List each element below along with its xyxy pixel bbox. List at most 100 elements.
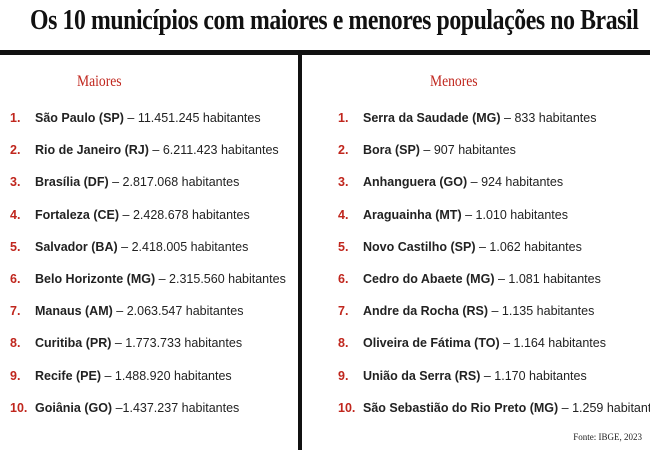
separator: – xyxy=(558,400,573,415)
list-item: 9. Recife (PE) – 1.488.920 habitantes xyxy=(10,367,286,399)
municipality-name: Rio de Janeiro (RJ) xyxy=(35,143,149,158)
municipality-name: Araguainha (MT) xyxy=(363,207,462,222)
municipality-name: Brasília (DF) xyxy=(35,175,109,190)
separator: – xyxy=(500,111,515,125)
population-value: 907 habitantes xyxy=(433,143,516,158)
population-value: 1.010 habitantes xyxy=(475,207,568,222)
population-value: 1.259 habitantes xyxy=(572,400,650,415)
rank-number: 7. xyxy=(10,304,21,319)
population-value: 2.315.560 habitantes xyxy=(169,271,286,286)
separator: – xyxy=(419,143,434,158)
list-item: 3. Brasília (DF) – 2.817.068 habitantes xyxy=(10,173,286,205)
column-divider xyxy=(298,55,302,450)
municipality-name: Goiânia (GO) xyxy=(35,400,113,415)
separator: – xyxy=(101,368,115,383)
rank-number: 2. xyxy=(338,143,349,158)
municipality-name: Fortaleza (CE) xyxy=(35,207,120,222)
municipality-name: São Paulo (SP) xyxy=(35,111,124,125)
rank-number: 8. xyxy=(10,336,21,351)
list-item: 5. Novo Castilho (SP) – 1.062 habitantes xyxy=(338,238,650,270)
separator: – xyxy=(112,400,123,415)
rank-number: 1. xyxy=(338,111,349,125)
separator: – xyxy=(111,336,126,351)
menores-list: 1. Serra da Saudade (MG) – 833 habitantes… xyxy=(338,109,650,431)
population-value: 2.817.068 habitantes xyxy=(122,175,240,190)
list-item: 4. Fortaleza (CE) – 2.428.678 habitantes xyxy=(10,206,286,238)
menores-heading: Menores xyxy=(430,73,478,90)
maiores-heading: Maiores xyxy=(77,73,122,90)
separator: – xyxy=(119,207,133,222)
population-value: 2.418.005 habitantes xyxy=(131,239,249,254)
population-value: 11.451.245 habitantes xyxy=(137,111,261,125)
rank-number: 4. xyxy=(338,207,349,222)
rank-number: 4. xyxy=(10,207,21,222)
list-item: 5. Salvador (BA) – 2.418.005 habitantes xyxy=(10,238,286,270)
municipality-name: Oliveira de Fátima (TO) xyxy=(363,336,500,351)
separator: – xyxy=(467,175,482,190)
population-value: 1.437.237 habitantes xyxy=(122,400,240,415)
list-item: 1. São Paulo (SP) – 11.451.245 habitantes xyxy=(10,109,286,141)
population-value: 1.164 habitantes xyxy=(513,336,606,351)
rank-number: 2. xyxy=(10,143,21,158)
population-value: 1.170 habitantes xyxy=(494,368,587,383)
separator: – xyxy=(117,239,132,254)
separator: – xyxy=(494,271,509,286)
rank-number: 10. xyxy=(10,400,28,415)
rank-number: 5. xyxy=(338,239,349,254)
rank-number: 6. xyxy=(10,271,21,286)
rank-number: 7. xyxy=(338,304,349,319)
list-item: 10. São Sebastião do Rio Preto (MG) – 1.2… xyxy=(338,399,650,431)
municipality-name: Recife (PE) xyxy=(35,368,101,383)
municipality-name: Cedro do Abaete (MG) xyxy=(363,271,495,286)
list-item: 10. Goiânia (GO) –1.437.237 habitantes xyxy=(10,399,286,431)
separator: – xyxy=(461,207,476,222)
separator: – xyxy=(499,336,514,351)
source-note: Fonte: IBGE, 2023 xyxy=(573,432,642,442)
population-value: 1.135 habitantes xyxy=(501,304,595,319)
list-item: 7. Andre da Rocha (RS) – 1.135 habitantes xyxy=(338,302,650,334)
population-value: 1.062 habitantes xyxy=(489,239,582,254)
municipality-name: Serra da Saudade (MG) xyxy=(363,111,501,125)
municipality-name: Novo Castilho (SP) xyxy=(363,239,476,254)
municipality-name: Anhanguera (GO) xyxy=(363,175,468,190)
separator: – xyxy=(475,239,490,254)
page-title: Os 10 municípios com maiores e menores p… xyxy=(30,4,639,36)
list-item: 8. Oliveira de Fátima (TO) – 1.164 habita… xyxy=(338,334,650,366)
rank-number: 1. xyxy=(10,111,21,125)
municipality-name: Andre da Rocha (RS) xyxy=(363,304,489,319)
rank-number: 3. xyxy=(10,175,21,190)
list-item: 2. Rio de Janeiro (RJ) – 6.211.423 habita… xyxy=(10,141,286,173)
population-value: 2.063.547 habitantes xyxy=(126,304,244,319)
municipality-name: Manaus (AM) xyxy=(35,304,113,319)
population-value: 1.773.733 habitantes xyxy=(125,336,243,351)
rank-number: 6. xyxy=(338,271,349,286)
title-divider xyxy=(0,50,650,55)
list-item: 7. Manaus (AM) – 2.063.547 habitantes xyxy=(10,302,286,334)
separator: – xyxy=(112,304,127,319)
separator: – xyxy=(488,304,502,319)
rank-number: 3. xyxy=(338,175,349,190)
list-item: 2. Bora (SP) – 907 habitantes xyxy=(338,141,650,173)
population-value: 924 habitantes xyxy=(481,175,564,190)
list-item: 9. União da Serra (RS) – 1.170 habitantes xyxy=(338,367,650,399)
separator: – xyxy=(108,175,123,190)
municipality-name: Curitiba (PR) xyxy=(35,336,112,351)
municipality-name: São Sebastião do Rio Preto (MG) xyxy=(363,400,559,415)
maiores-list: 1. São Paulo (SP) – 11.451.245 habitantes… xyxy=(10,109,286,431)
list-item: 6. Cedro do Abaete (MG) – 1.081 habitante… xyxy=(338,270,650,302)
rank-number: 5. xyxy=(10,239,21,254)
population-value: 1.081 habitantes xyxy=(508,271,601,286)
rank-number: 9. xyxy=(10,368,21,383)
population-value: 6.211.423 habitantes xyxy=(162,143,279,158)
rank-number: 8. xyxy=(338,336,349,351)
list-item: 8. Curitiba (PR) – 1.773.733 habitantes xyxy=(10,334,286,366)
population-value: 1.488.920 habitantes xyxy=(114,368,232,383)
rank-number: 9. xyxy=(338,368,349,383)
municipality-name: Belo Horizonte (MG) xyxy=(35,271,156,286)
separator: – xyxy=(155,271,170,286)
list-item: 3. Anhanguera (GO) – 924 habitantes xyxy=(338,173,650,205)
separator: – xyxy=(148,143,163,158)
list-item: 1. Serra da Saudade (MG) – 833 habitantes xyxy=(338,109,650,141)
municipality-name: Bora (SP) xyxy=(363,143,420,158)
municipality-name: Salvador (BA) xyxy=(35,239,118,254)
